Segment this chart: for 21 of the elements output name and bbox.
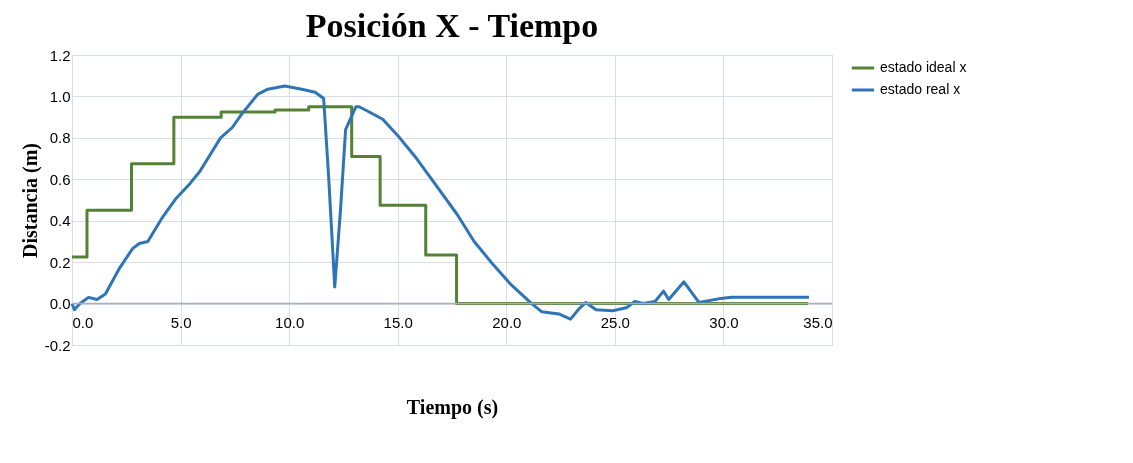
- x-tick-label: 10.0: [275, 314, 305, 332]
- y-axis-title: Distancia (m): [18, 143, 42, 258]
- y-tick-label: 1.2: [49, 46, 71, 64]
- x-tick-label: 0.0: [72, 314, 94, 332]
- x-axis-title: Tiempo (s): [406, 395, 499, 419]
- chart-title: Posición X - Tiempo: [305, 7, 599, 44]
- y-tick-label: 1.0: [49, 87, 71, 105]
- y-tick-label: 0.4: [49, 212, 71, 230]
- y-tick-label: 0.8: [49, 129, 71, 147]
- legend-label: estado ideal x: [880, 59, 967, 75]
- y-tick-label: 0.0: [49, 295, 71, 313]
- x-tick-label: 35.0: [803, 314, 833, 332]
- x-tick-label: 5.0: [170, 314, 192, 332]
- x-tick-label: 20.0: [492, 314, 522, 332]
- x-tick-label: 25.0: [600, 314, 630, 332]
- y-tick-label: 0.6: [49, 170, 71, 188]
- legend-label: estado real x: [880, 81, 961, 97]
- y-tick-label: 0.2: [49, 253, 71, 271]
- x-tick-label: 30.0: [709, 314, 739, 332]
- x-tick-label: 15.0: [383, 314, 413, 332]
- y-tick-label: -0.2: [44, 336, 71, 354]
